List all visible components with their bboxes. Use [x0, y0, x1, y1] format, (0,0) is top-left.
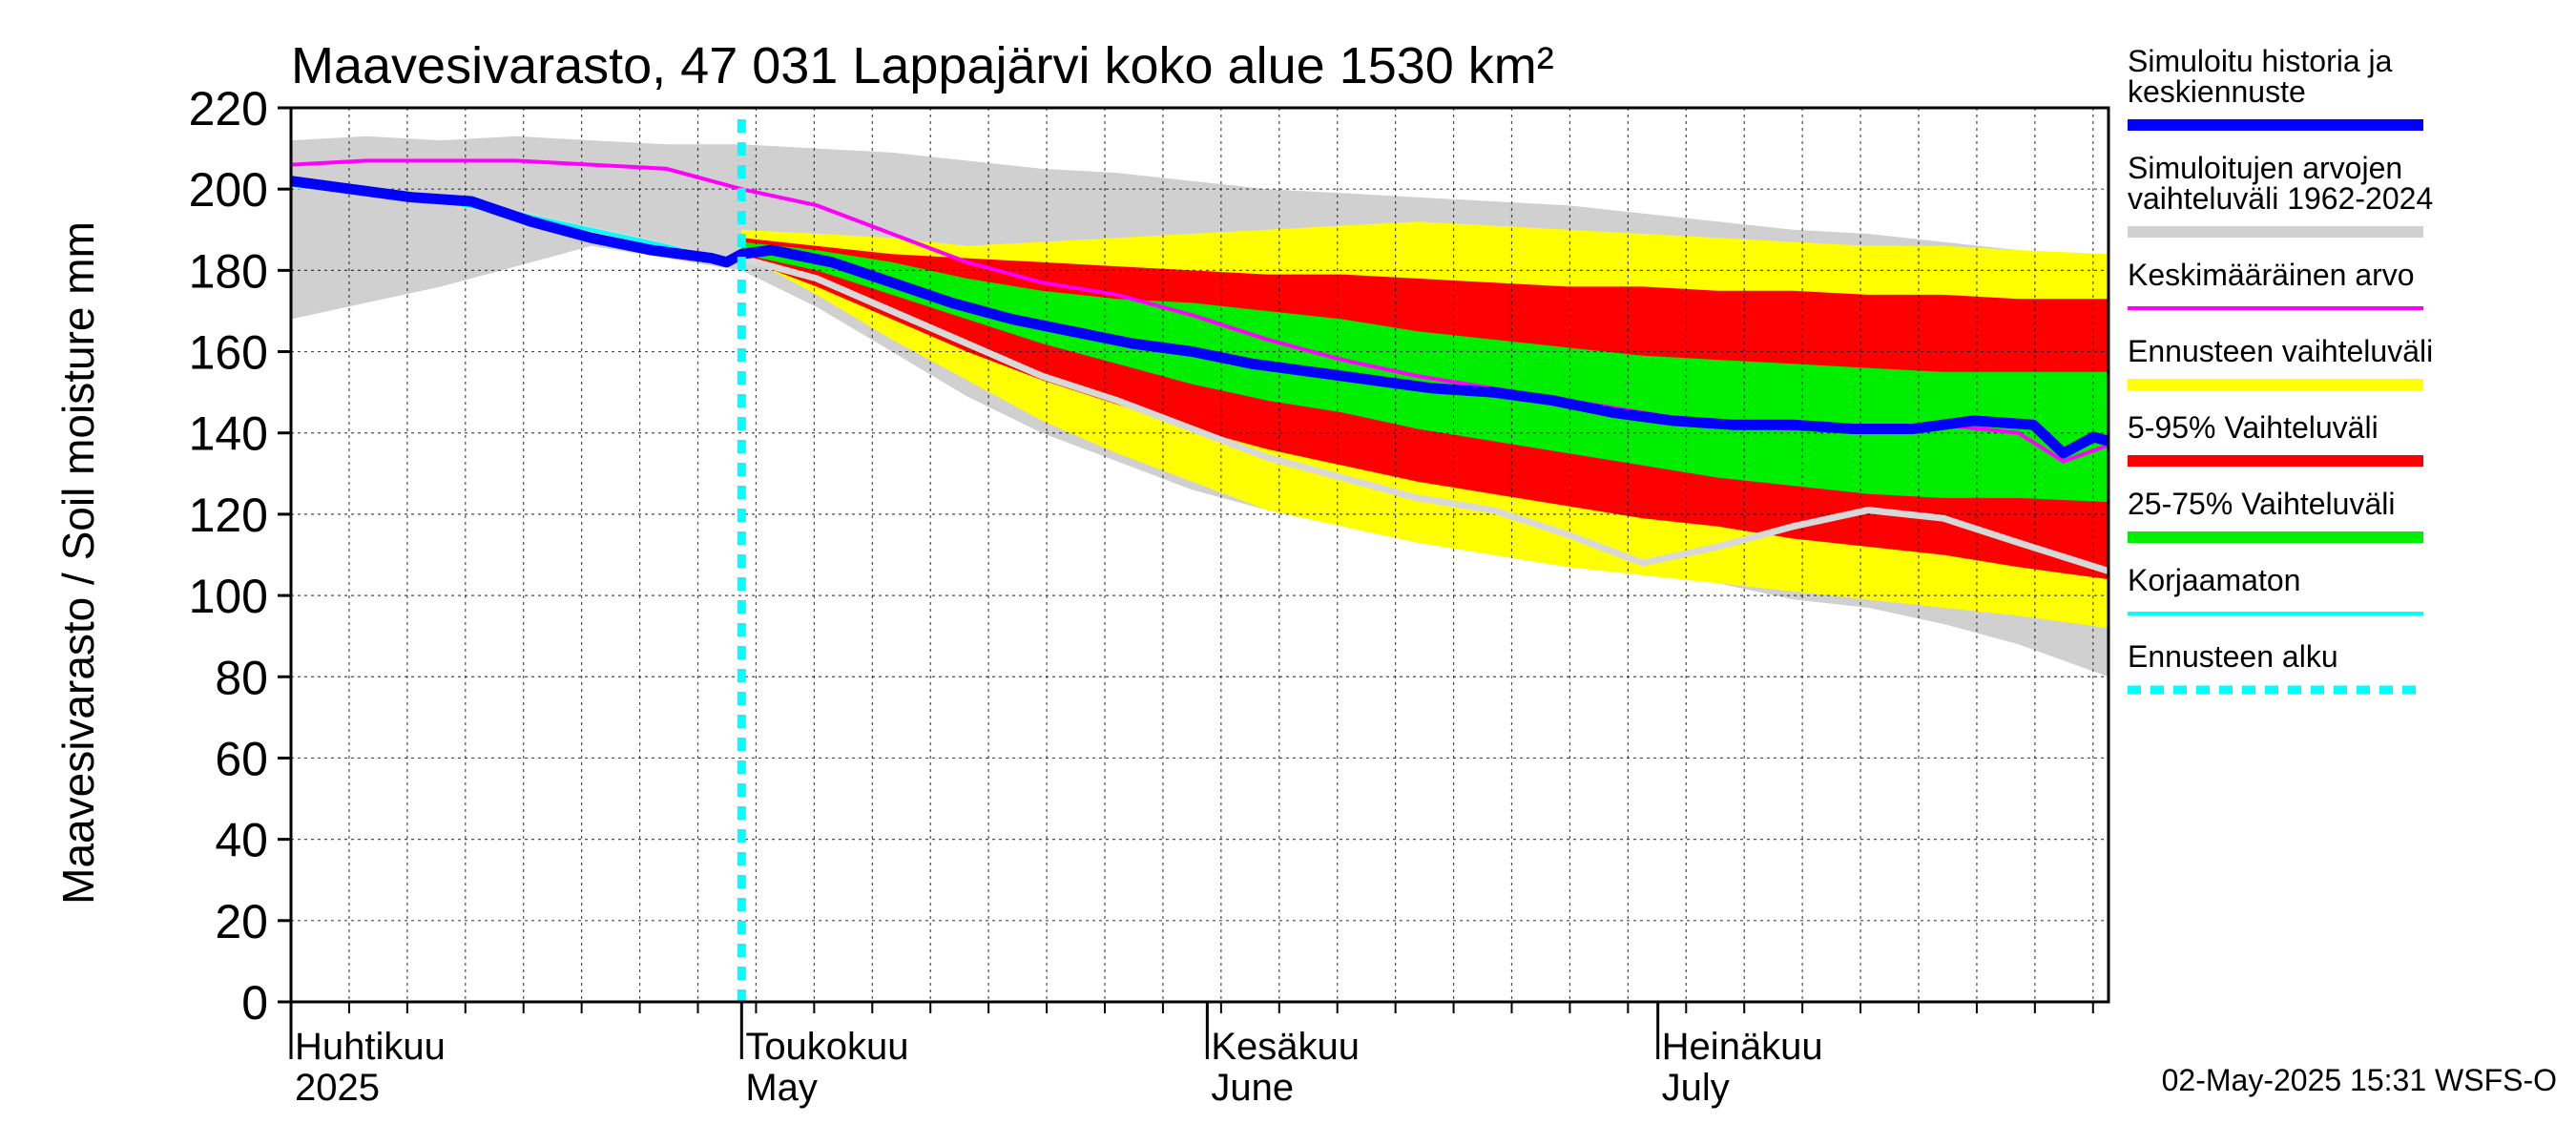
- month-label: Kesäkuu: [1211, 1026, 1360, 1068]
- y-tick-label: 20: [215, 895, 268, 948]
- month-sublabel: July: [1662, 1067, 1730, 1109]
- month-sublabel: June: [1211, 1067, 1294, 1109]
- month-label: Toukokuu: [745, 1026, 908, 1068]
- plot-frame: [289, 106, 2110, 1004]
- chart-title: Maavesivarasto, 47 031 Lappajärvi koko a…: [291, 37, 1554, 94]
- y-axis-label: Maavesivarasto / Soil moisture mm: [53, 221, 103, 905]
- legend: Simuloitu historia jakeskiennusteSimuloi…: [2128, 44, 2433, 695]
- plot-area: [290, 107, 2110, 1002]
- legend-label: Ennusteen alku: [2128, 639, 2338, 674]
- legend-label: 5-95% Vaihteluväli: [2128, 410, 2379, 445]
- month-sublabel: May: [745, 1067, 818, 1109]
- legend-item: Ennusteen alku: [2128, 639, 2423, 695]
- legend-label: keskiennuste: [2128, 74, 2306, 109]
- y-tick-label: 140: [189, 407, 268, 461]
- y-tick-label: 0: [241, 976, 268, 1030]
- p25-75-band: [741, 241, 2109, 503]
- legend-label: Ennusteen vaihteluväli: [2128, 334, 2433, 368]
- legend-item: Ennusteen vaihteluväli: [2128, 334, 2433, 390]
- y-tick-label: 200: [189, 163, 268, 217]
- y-tick-label: 40: [215, 814, 268, 867]
- history-forecast-line: [290, 176, 2110, 459]
- timestamp-label: 02-May-2025 15:31 WSFS-O: [2162, 1063, 2557, 1097]
- legend-item: Korjaamaton: [2128, 563, 2423, 615]
- legend-label: Keskimääräinen arvo: [2128, 258, 2415, 292]
- y-tick-label: 60: [215, 732, 268, 785]
- y-tick-label: 180: [189, 244, 268, 298]
- y-tick-label: 160: [189, 326, 268, 380]
- month-sublabel: 2025: [295, 1067, 380, 1109]
- legend-item: 25-75% Vaihteluväli: [2128, 487, 2423, 543]
- legend-label: 25-75% Vaihteluväli: [2128, 487, 2395, 521]
- legend-label: Simuloitujen arvojen: [2128, 151, 2402, 185]
- legend-item: 5-95% Vaihteluväli: [2128, 410, 2423, 467]
- y-tick-label: 120: [189, 489, 268, 542]
- month-label: Heinäkuu: [1662, 1026, 1823, 1068]
- y-tick-label: 80: [215, 651, 268, 704]
- y-tick-label: 100: [189, 570, 268, 623]
- legend-item: Keskimääräinen arvo: [2128, 258, 2423, 310]
- legend-label: vaihteluväli 1962-2024: [2128, 181, 2433, 216]
- legend-label: Simuloitu historia ja: [2128, 44, 2393, 78]
- y-tick-label: 220: [189, 82, 268, 135]
- legend-label: Korjaamaton: [2128, 563, 2300, 597]
- axes: 0 20 40 60 80 100 120 140 160 180 200 220 Huhtikuu20…: [189, 82, 2110, 1109]
- month-label: Huhtikuu: [295, 1026, 446, 1068]
